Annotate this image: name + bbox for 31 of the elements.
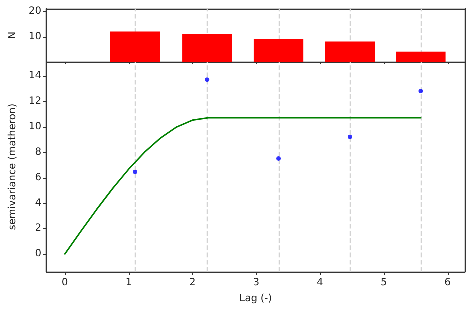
y-axis-title: semivariance (matheron) xyxy=(8,104,18,230)
y-tick-label: 10 xyxy=(28,31,42,42)
x-tick-label: 1 xyxy=(126,278,132,288)
y-tick-label: 4 xyxy=(35,198,42,209)
bar xyxy=(254,39,304,62)
y-axis-title: N xyxy=(8,32,18,40)
y-tick-label: 10 xyxy=(28,121,42,132)
y-tick-label: 8 xyxy=(35,146,42,158)
x-axis-title: Lag (-) xyxy=(239,294,272,304)
point xyxy=(418,89,424,94)
x-tick-label: 5 xyxy=(380,278,388,288)
y-tick-label: 2 xyxy=(35,223,42,234)
bar xyxy=(325,42,376,62)
point xyxy=(276,156,282,161)
x-tick-label: 6 xyxy=(444,278,451,288)
x-tick-label: 0 xyxy=(62,278,68,288)
bar xyxy=(182,34,232,62)
point xyxy=(133,170,138,174)
x-tick-label: 2 xyxy=(189,278,196,288)
y-tick-label: 6 xyxy=(35,172,42,184)
y-tick-label: 0 xyxy=(35,248,42,260)
bar xyxy=(396,52,446,62)
x-tick-label: 3 xyxy=(253,278,260,288)
point xyxy=(205,78,210,82)
y-tick-label: 12 xyxy=(28,96,42,107)
point xyxy=(348,134,352,140)
line-series xyxy=(64,117,422,255)
bar xyxy=(110,32,160,62)
x-tick-label: 4 xyxy=(317,278,324,288)
y-tick-label: 14 xyxy=(28,70,42,82)
y-tick-label: 20 xyxy=(28,6,42,18)
